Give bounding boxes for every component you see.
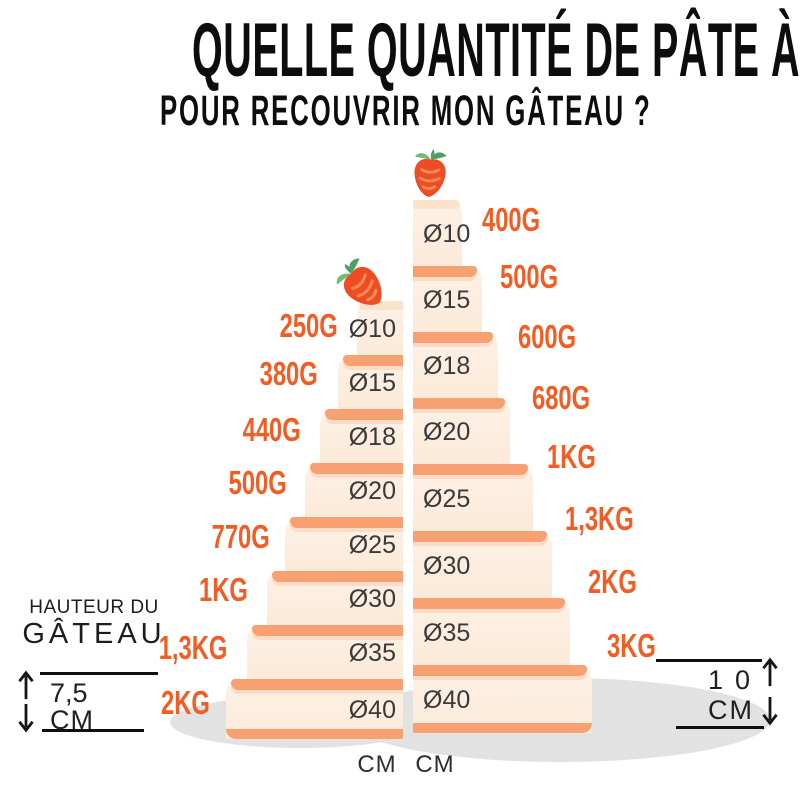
weight-label: 2KG <box>161 684 210 721</box>
height-label-line1: HAUTEUR DU <box>29 597 159 618</box>
weight-label: 1KG <box>547 438 596 475</box>
strawberry-leaf <box>336 273 352 285</box>
height-unit: CM <box>50 705 94 735</box>
axis-unit-label: CM <box>415 751 455 778</box>
tier-diameter-label: Ø35 <box>423 618 471 647</box>
weight-label: 1,3KG <box>565 500 634 537</box>
right-cake-tier: Ø18 <box>413 332 498 398</box>
arrow-down-icon <box>18 703 34 733</box>
weight-label: 3KG <box>607 627 656 664</box>
weight-label: 250G <box>279 307 338 344</box>
tier-diameter-label: Ø10 <box>423 220 471 249</box>
tier-diameter-label: Ø10 <box>348 315 396 344</box>
weight-label: 770G <box>211 518 270 555</box>
page-subtitle: POUR RECOUVRIR MON GÂTEAU ? <box>159 87 652 135</box>
height-value: 10 <box>708 665 763 695</box>
tier-diameter-label: Ø15 <box>423 286 471 315</box>
tier-diameter-label: Ø20 <box>348 477 396 506</box>
tier-diameter-label: Ø25 <box>423 484 471 513</box>
strawberry-icon <box>336 258 382 305</box>
left-cake-tier: Ø20 <box>305 463 403 517</box>
height-value: 7,5 <box>50 678 88 708</box>
axis-unit-label: CM <box>357 751 397 778</box>
indicator-line <box>42 729 144 732</box>
weight-label: 1,3KG <box>158 629 227 666</box>
weight-label: 440G <box>242 411 301 448</box>
strawberry-leaf <box>430 149 447 160</box>
right-cake-tier: Ø10 <box>413 200 470 266</box>
weight-label: 500G <box>228 464 287 501</box>
arrow-up-icon <box>762 657 778 687</box>
right-cake-tier: Ø40 <box>413 665 592 733</box>
strawberry-stripes <box>418 168 441 190</box>
left-cake-tier: Ø35 <box>247 625 403 679</box>
tier-diameter-label: Ø30 <box>423 551 471 580</box>
indicator-line <box>676 726 764 729</box>
arrow-up-icon <box>18 670 34 700</box>
right-cake-tier: Ø30 <box>413 531 552 598</box>
tier-diameter-label: Ø15 <box>348 369 396 398</box>
tier-diameter-label: Ø25 <box>348 531 396 560</box>
weight-label: 2KG <box>588 563 637 600</box>
weight-label: 680G <box>532 379 591 416</box>
height-unit: CM <box>708 695 754 725</box>
weight-label: 400G <box>482 201 541 238</box>
right-cake-tier: Ø15 <box>413 266 482 332</box>
strawberry-leaf <box>344 258 360 274</box>
page-title: QUELLE QUANTITÉ DE PÂTE À SUCRE <box>192 8 800 93</box>
indicator-line <box>656 659 762 662</box>
indicator-line <box>40 672 158 675</box>
weight-label: 1KG <box>199 571 248 608</box>
tier-diameter-label: Ø20 <box>423 418 471 447</box>
strawberry-stripes <box>350 273 378 302</box>
tier-diameter-label: Ø18 <box>423 352 471 381</box>
tier-diameter-label: Ø18 <box>348 423 396 452</box>
left-cake-tier: Ø15 <box>338 355 403 409</box>
left-cake-tier: Ø25 <box>285 517 403 571</box>
left-cake-tier: Ø10 <box>349 301 403 355</box>
tier-diameter-label: Ø35 <box>348 639 396 668</box>
height-label-line2: GÂTEAU <box>22 618 166 650</box>
left-cake-tier: Ø18 <box>320 409 403 463</box>
strawberry-icon <box>414 149 447 197</box>
arrow-down-icon <box>762 696 778 726</box>
strawberry-leaf <box>414 153 431 160</box>
tier-diameter-label: Ø30 <box>348 585 396 614</box>
left-cake-tier: Ø40 <box>226 679 403 739</box>
right-cake-tier: Ø25 <box>413 464 533 531</box>
weight-label: 380G <box>259 355 318 392</box>
left-cake-tier: Ø30 <box>267 571 403 625</box>
strawberry-body <box>414 158 446 197</box>
tier-diameter-label: Ø40 <box>348 696 396 725</box>
weight-label: 500G <box>500 258 559 295</box>
weight-label: 600G <box>518 318 577 355</box>
right-cake-tier: Ø20 <box>413 398 510 464</box>
tier-diameter-label: Ø40 <box>423 686 471 715</box>
right-cake-tier: Ø35 <box>413 598 570 665</box>
